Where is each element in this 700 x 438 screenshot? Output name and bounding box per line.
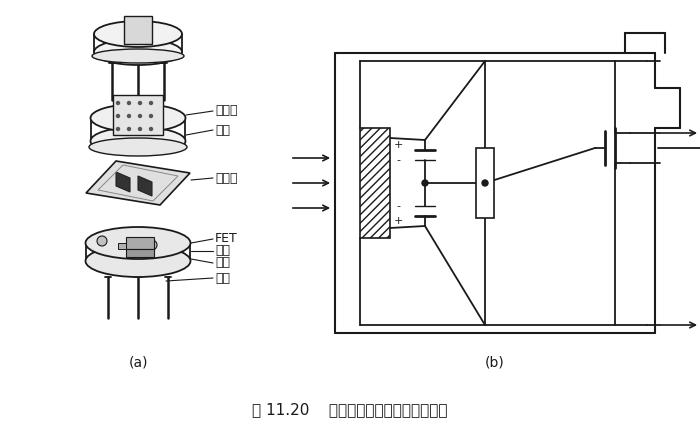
Circle shape	[127, 127, 130, 131]
Circle shape	[150, 102, 153, 105]
Text: -: -	[396, 201, 400, 211]
Circle shape	[139, 127, 141, 131]
Circle shape	[422, 180, 428, 186]
Text: +: +	[393, 140, 402, 150]
Ellipse shape	[85, 245, 190, 277]
Circle shape	[127, 102, 130, 105]
Circle shape	[150, 114, 153, 117]
Bar	[126, 237, 154, 249]
Text: (b): (b)	[485, 356, 505, 370]
Text: 图 11.20    热释电人体红外传感器的结构: 图 11.20 热释电人体红外传感器的结构	[252, 403, 448, 417]
Circle shape	[139, 102, 141, 105]
Circle shape	[127, 114, 130, 117]
Circle shape	[97, 236, 107, 246]
Circle shape	[150, 127, 153, 131]
Circle shape	[116, 127, 120, 131]
Ellipse shape	[92, 49, 184, 63]
Text: 引线: 引线	[215, 272, 230, 285]
Text: FET: FET	[215, 233, 238, 246]
Text: 管座: 管座	[215, 244, 230, 258]
Bar	[476, 148, 494, 218]
Text: -: -	[396, 155, 400, 165]
Text: 敏感元: 敏感元	[215, 172, 237, 184]
Circle shape	[139, 114, 141, 117]
Circle shape	[482, 180, 488, 186]
Circle shape	[116, 114, 120, 117]
Ellipse shape	[94, 39, 182, 65]
Bar	[126, 249, 154, 257]
Ellipse shape	[90, 127, 186, 155]
Text: 管帽: 管帽	[215, 124, 230, 137]
Text: +: +	[393, 216, 402, 226]
Bar	[118, 243, 126, 249]
Circle shape	[116, 102, 120, 105]
Bar	[124, 16, 152, 44]
Text: 滤光片: 滤光片	[215, 105, 237, 117]
Text: 高阳: 高阳	[215, 257, 230, 269]
Circle shape	[147, 240, 157, 250]
Ellipse shape	[94, 21, 182, 47]
Bar	[360, 128, 390, 238]
Text: (a): (a)	[128, 356, 148, 370]
Polygon shape	[116, 172, 130, 192]
Ellipse shape	[85, 227, 190, 259]
Polygon shape	[138, 176, 152, 196]
Polygon shape	[86, 161, 190, 205]
Ellipse shape	[89, 138, 187, 156]
Bar	[113, 95, 163, 135]
Ellipse shape	[90, 104, 186, 132]
